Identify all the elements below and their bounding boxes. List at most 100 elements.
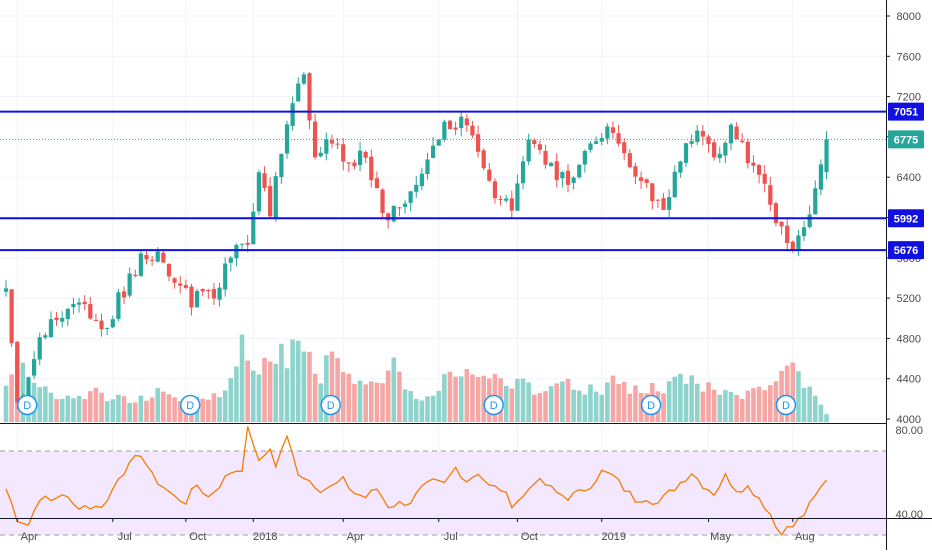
candle-body xyxy=(520,161,526,184)
volume-bar xyxy=(245,360,250,422)
volume-bar xyxy=(739,398,745,422)
candle-body xyxy=(335,143,340,145)
volume-bar xyxy=(127,402,132,422)
dividend-marker-label: D xyxy=(23,400,31,412)
candle-body xyxy=(279,153,284,178)
candle-body xyxy=(324,139,329,154)
volume-bar xyxy=(234,366,239,422)
price-tick-label: 5200 xyxy=(897,293,921,305)
dividend-marker-label: D xyxy=(647,400,655,412)
time-tick-label: Aug xyxy=(795,531,815,543)
volume-bar xyxy=(565,378,571,422)
candle-body xyxy=(161,252,166,263)
candle-body xyxy=(453,127,458,130)
candle-body xyxy=(554,161,559,181)
price-tick-label: 4800 xyxy=(897,333,921,345)
volume-bar xyxy=(447,371,453,422)
candle-body xyxy=(762,173,767,184)
price-tick-label: 7200 xyxy=(897,92,921,104)
candle-body xyxy=(121,291,127,298)
volume-bar xyxy=(560,381,565,422)
horizontal-levels xyxy=(0,110,886,252)
dividend-marker xyxy=(320,394,341,416)
candle-body xyxy=(436,139,441,146)
candle-body xyxy=(492,181,498,199)
level-price-badge xyxy=(888,102,924,121)
volume-bar xyxy=(616,383,621,422)
dividend-marker-label: D xyxy=(490,400,498,412)
candle-body xyxy=(712,142,717,158)
candle-body xyxy=(341,144,346,162)
candle-body xyxy=(414,184,419,192)
candle-body xyxy=(239,243,245,245)
volume-bar xyxy=(464,369,470,422)
candle-body xyxy=(532,140,537,145)
last-price-label: 6775 xyxy=(894,134,918,146)
candle-body xyxy=(633,166,638,177)
axis-labels: 8000760072006800640060005600520048004400… xyxy=(16,11,924,543)
candle-body xyxy=(155,251,160,262)
volume-bar xyxy=(82,399,87,422)
candle-body xyxy=(32,359,37,376)
candle-body xyxy=(127,273,132,296)
candle-body xyxy=(504,198,509,201)
candle-body xyxy=(256,172,261,212)
candle-body xyxy=(357,150,363,166)
candle-body xyxy=(245,242,250,245)
volume-bar xyxy=(638,392,644,422)
volume-bar xyxy=(430,395,436,422)
candle-body xyxy=(138,253,143,276)
volume-bar xyxy=(543,391,548,422)
volume-bar xyxy=(301,351,307,422)
dividend-marker xyxy=(179,394,201,416)
candle-body xyxy=(594,141,599,145)
volume-bar xyxy=(807,386,812,422)
candle-body xyxy=(431,145,436,158)
candle-body xyxy=(189,286,194,308)
candle-body xyxy=(37,337,42,360)
candle-body xyxy=(515,183,520,211)
candle-body xyxy=(116,292,121,319)
candle-body xyxy=(307,73,312,121)
candle-body xyxy=(728,124,734,144)
level-price-badge xyxy=(888,241,924,260)
volume-bar xyxy=(335,358,340,422)
volume-bar xyxy=(380,383,385,422)
volume-bar xyxy=(694,383,700,422)
candle-body xyxy=(3,288,9,292)
volume-bar xyxy=(20,362,26,422)
volume-bar xyxy=(481,375,486,422)
volume-bar xyxy=(340,372,346,422)
candle-body xyxy=(290,103,295,127)
candle-body xyxy=(565,170,571,185)
candle-body xyxy=(723,142,728,156)
volume-bar xyxy=(408,391,413,422)
price-tick-label: 8000 xyxy=(897,11,921,23)
candle-body xyxy=(234,244,239,259)
candle-body xyxy=(498,198,503,200)
candle-body xyxy=(560,172,565,179)
candle-body xyxy=(537,144,542,150)
volume-bar xyxy=(324,355,329,422)
price-tick-label: 4000 xyxy=(897,414,921,426)
volume-bar xyxy=(138,395,144,422)
volume-bar xyxy=(672,376,678,422)
volume-bar xyxy=(425,396,430,422)
candle-body xyxy=(655,199,661,201)
volume-bar xyxy=(784,365,790,422)
time-tick-label: 2018 xyxy=(253,531,277,543)
volume-bar xyxy=(413,398,419,422)
candle-body xyxy=(509,198,514,211)
volume-bar xyxy=(436,390,442,422)
volume-bar xyxy=(554,383,560,422)
rsi-tick-label: 40.00 xyxy=(895,509,923,521)
candle-body xyxy=(577,164,582,178)
candle-body xyxy=(706,136,711,145)
volume-bar xyxy=(295,340,301,422)
candle-body xyxy=(599,137,604,142)
volume-bar xyxy=(43,386,48,422)
volume-bar xyxy=(627,393,633,422)
volume-bar xyxy=(312,373,318,422)
volume-bar xyxy=(262,357,267,422)
